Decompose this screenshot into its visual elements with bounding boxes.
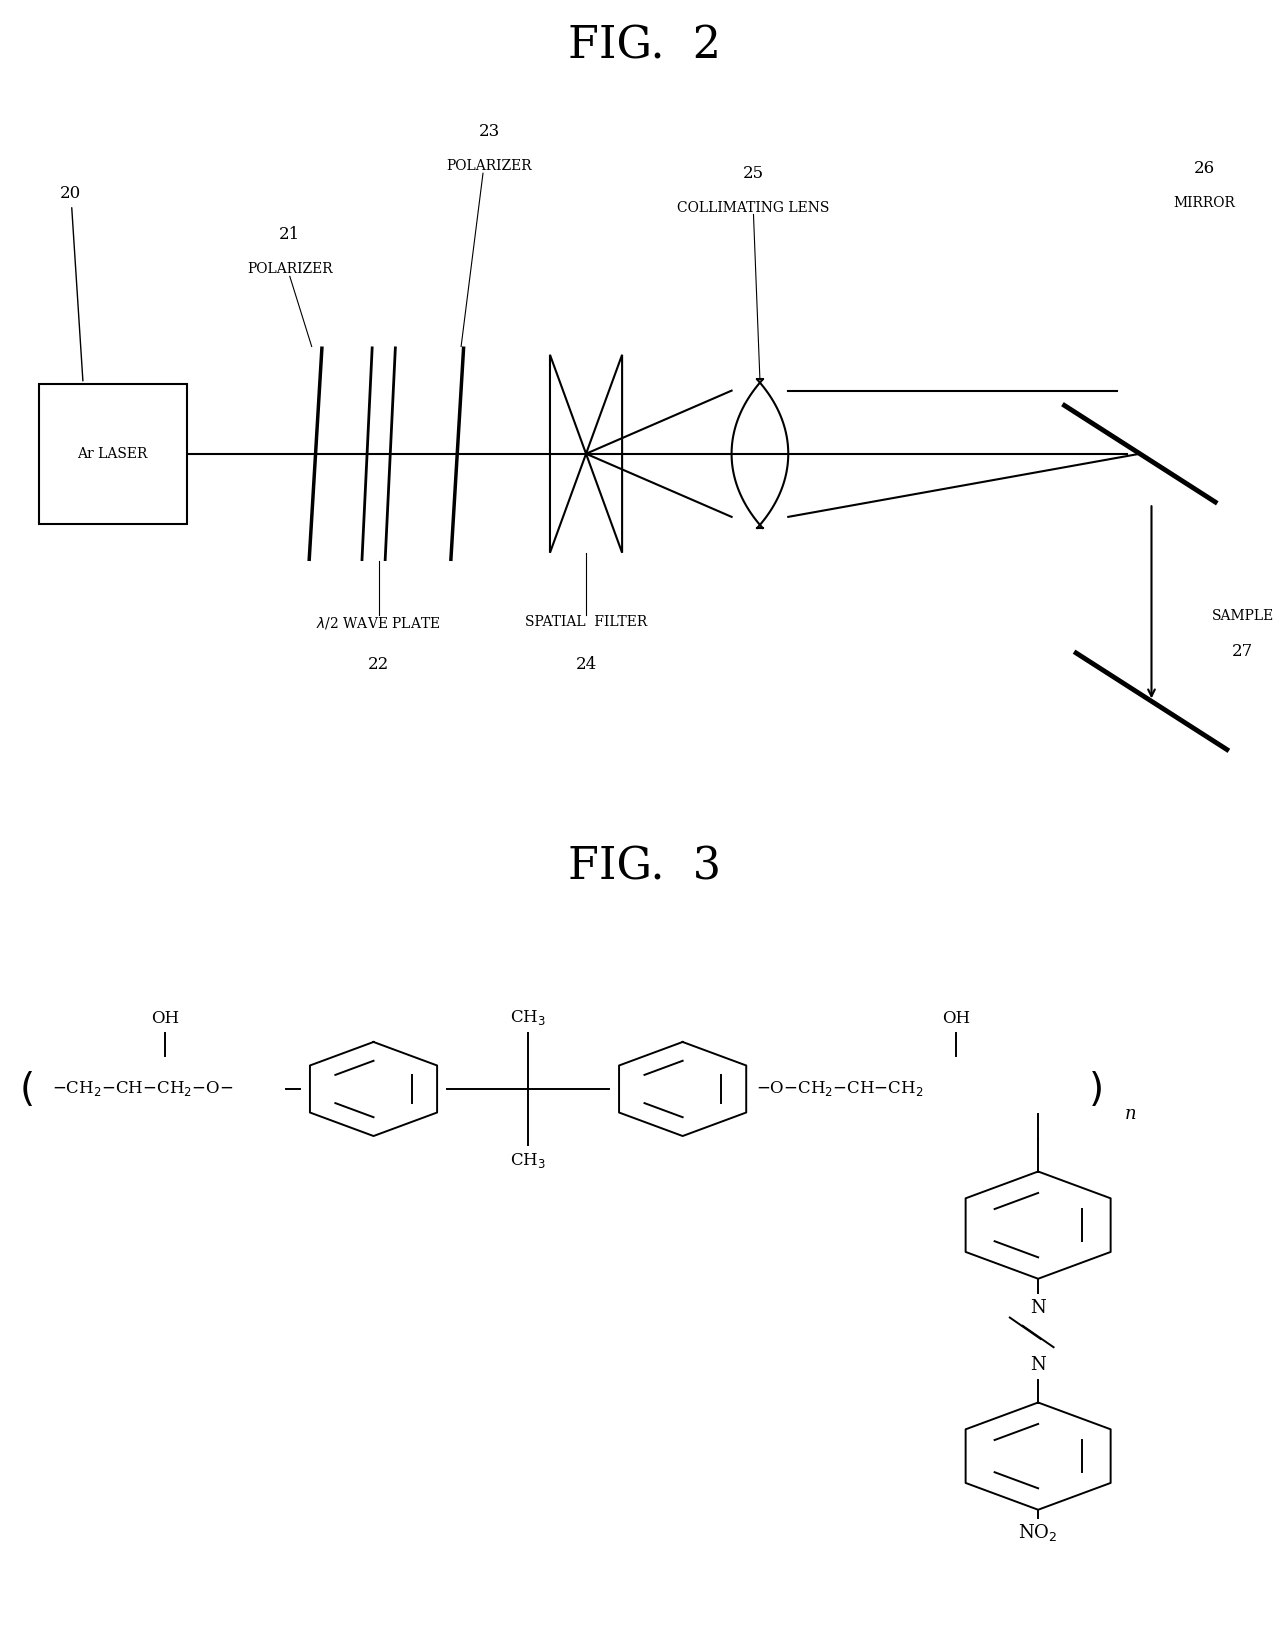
- Text: SAMPLE: SAMPLE: [1212, 609, 1274, 622]
- Text: POLARIZER: POLARIZER: [447, 160, 532, 173]
- Text: Ar LASER: Ar LASER: [77, 447, 148, 460]
- Text: $)$: $)$: [1088, 1069, 1103, 1109]
- Text: $\lambda$/2 WAVE PLATE: $\lambda$/2 WAVE PLATE: [317, 615, 440, 630]
- Text: NO$_2$: NO$_2$: [1019, 1521, 1057, 1543]
- FancyBboxPatch shape: [39, 384, 187, 525]
- Text: COLLIMATING LENS: COLLIMATING LENS: [677, 201, 829, 214]
- Text: 21: 21: [279, 226, 300, 243]
- Text: n: n: [1124, 1106, 1136, 1122]
- Text: FIG.  2: FIG. 2: [568, 25, 720, 68]
- Text: CH$_3$: CH$_3$: [510, 1152, 546, 1170]
- Text: OH: OH: [942, 1010, 970, 1026]
- Text: OH: OH: [151, 1010, 179, 1026]
- Text: N: N: [1030, 1356, 1046, 1374]
- Text: CH$_3$: CH$_3$: [510, 1008, 546, 1026]
- Text: $-$O$-$CH$_2$$-$CH$-$CH$_2$: $-$O$-$CH$_2$$-$CH$-$CH$_2$: [756, 1079, 923, 1099]
- Text: $($: $($: [19, 1069, 33, 1109]
- Text: $-$CH$_2$$-$CH$-$CH$_2$$-$O$-$: $-$CH$_2$$-$CH$-$CH$_2$$-$O$-$: [52, 1079, 233, 1099]
- Text: 27: 27: [1233, 644, 1253, 660]
- Text: 23: 23: [479, 124, 500, 140]
- Text: 20: 20: [61, 185, 82, 381]
- Text: N: N: [1030, 1299, 1046, 1317]
- Text: 24: 24: [576, 655, 596, 673]
- Text: 26: 26: [1194, 160, 1215, 178]
- Text: 22: 22: [368, 655, 389, 673]
- Text: 25: 25: [743, 165, 764, 182]
- Text: SPATIAL  FILTER: SPATIAL FILTER: [526, 615, 647, 629]
- Text: FIG.  3: FIG. 3: [568, 845, 720, 889]
- Text: POLARIZER: POLARIZER: [247, 262, 332, 276]
- Text: MIRROR: MIRROR: [1173, 196, 1235, 210]
